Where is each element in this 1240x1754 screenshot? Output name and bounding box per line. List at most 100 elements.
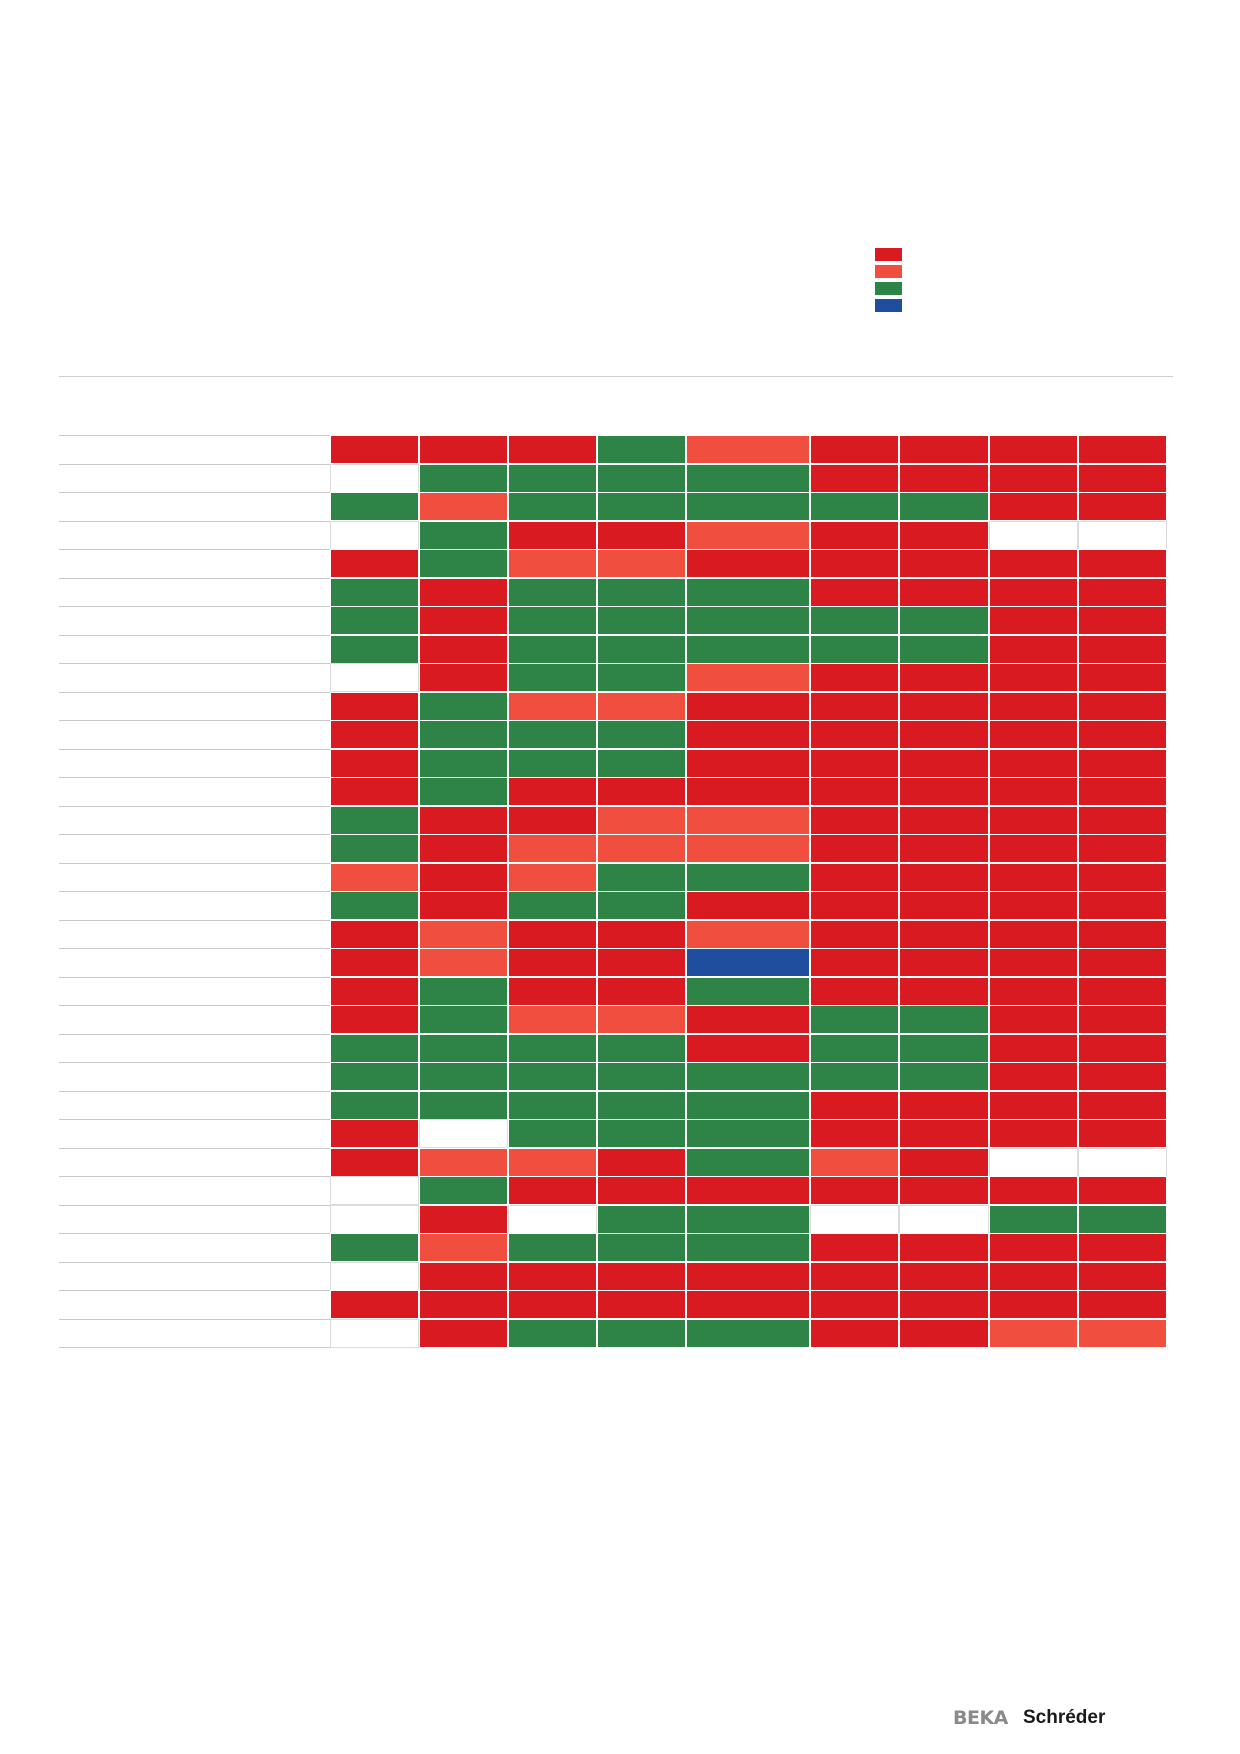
- matrix-cell: [419, 1119, 508, 1148]
- matrix-cell: [899, 1090, 989, 1120]
- matrix-cell: [1078, 805, 1167, 835]
- row-divider: [59, 577, 331, 579]
- row-divider: [59, 834, 331, 835]
- matrix-cell: [989, 1290, 1078, 1319]
- matrix-cell: [686, 549, 810, 578]
- matrix-cell: [1078, 919, 1167, 949]
- matrix-cell: [330, 1204, 419, 1234]
- matrix-cell: [508, 891, 597, 920]
- matrix-cell: [419, 748, 508, 778]
- matrix-cell: [989, 748, 1078, 778]
- matrix-cell: [899, 520, 989, 550]
- matrix-cell: [989, 862, 1078, 892]
- matrix-cell: [686, 492, 810, 521]
- matrix-cell: [899, 948, 989, 977]
- matrix-cell: [686, 634, 810, 664]
- matrix-cell: [810, 1147, 899, 1177]
- matrix-cell: [597, 805, 686, 835]
- matrix-cell: [686, 606, 810, 635]
- matrix-cell: [419, 691, 508, 721]
- matrix-cell: [419, 862, 508, 892]
- matrix-cell: [330, 720, 419, 749]
- matrix-cell: [989, 834, 1078, 863]
- matrix-cell: [899, 1119, 989, 1148]
- matrix-cell: [508, 1318, 597, 1348]
- matrix-cell: [597, 919, 686, 949]
- matrix-cell: [597, 777, 686, 806]
- matrix-cell: [989, 976, 1078, 1006]
- matrix-cell: [686, 1176, 810, 1205]
- row-divider: [59, 777, 331, 778]
- matrix-cell: [1078, 891, 1167, 920]
- row-divider: [59, 1119, 331, 1120]
- matrix-cell: [899, 492, 989, 521]
- matrix-cell: [330, 520, 419, 550]
- matrix-cell: [1078, 435, 1167, 464]
- matrix-cell: [686, 1290, 810, 1319]
- matrix-cell: [810, 748, 899, 778]
- matrix-cell: [597, 948, 686, 977]
- header-divider: [59, 376, 1173, 377]
- matrix-cell: [508, 492, 597, 521]
- matrix-cell: [989, 1176, 1078, 1205]
- matrix-cell: [508, 862, 597, 892]
- matrix-cell: [810, 919, 899, 949]
- matrix-cell: [597, 577, 686, 607]
- matrix-cell: [989, 463, 1078, 493]
- matrix-cell: [1078, 606, 1167, 635]
- row-divider: [59, 891, 331, 892]
- matrix-cell: [508, 549, 597, 578]
- matrix-cell: [686, 520, 810, 550]
- matrix-cell: [989, 1090, 1078, 1120]
- matrix-cell: [1078, 1062, 1167, 1091]
- matrix-cell: [597, 520, 686, 550]
- matrix-cell: [1078, 862, 1167, 892]
- matrix-cell: [899, 1204, 989, 1234]
- matrix-cell: [810, 1204, 899, 1234]
- row-divider: [59, 663, 331, 664]
- matrix-cell: [810, 1090, 899, 1120]
- matrix-cell: [686, 1318, 810, 1348]
- matrix-cell: [1078, 1290, 1167, 1319]
- matrix-cell: [508, 976, 597, 1006]
- row-divider: [59, 1290, 331, 1291]
- matrix-cell: [899, 663, 989, 692]
- matrix-cell: [686, 891, 810, 920]
- matrix-cell: [330, 1005, 419, 1034]
- matrix-cell: [810, 549, 899, 578]
- matrix-cell: [989, 1005, 1078, 1034]
- matrix-cell: [508, 777, 597, 806]
- matrix-cell: [597, 1090, 686, 1120]
- matrix-cell: [508, 1062, 597, 1091]
- matrix-cell: [330, 1176, 419, 1205]
- matrix-cell: [1078, 520, 1167, 550]
- matrix-cell: [686, 748, 810, 778]
- row-divider: [59, 492, 331, 493]
- row-divider: [59, 748, 331, 750]
- matrix-cell: [810, 435, 899, 464]
- matrix-cell: [989, 1318, 1078, 1348]
- matrix-cell: [686, 919, 810, 949]
- matrix-cell: [686, 577, 810, 607]
- matrix-cell: [989, 805, 1078, 835]
- matrix-cell: [330, 1033, 419, 1063]
- matrix-cell: [1078, 948, 1167, 977]
- matrix-cell: [899, 1290, 989, 1319]
- matrix-cell: [330, 663, 419, 692]
- matrix-cell: [899, 634, 989, 664]
- matrix-cell: [989, 691, 1078, 721]
- matrix-cell: [899, 976, 989, 1006]
- matrix-cell: [899, 919, 989, 949]
- legend: [875, 248, 902, 316]
- matrix-cell: [899, 606, 989, 635]
- matrix-cell: [810, 1062, 899, 1091]
- matrix-cell: [1078, 976, 1167, 1006]
- matrix-cell: [899, 1062, 989, 1091]
- matrix-cell: [419, 492, 508, 521]
- matrix-cell: [330, 748, 419, 778]
- matrix-cell: [989, 492, 1078, 521]
- matrix-cell: [597, 862, 686, 892]
- matrix-cell: [810, 1233, 899, 1262]
- matrix-cell: [686, 1090, 810, 1120]
- matrix-cell: [330, 1261, 419, 1291]
